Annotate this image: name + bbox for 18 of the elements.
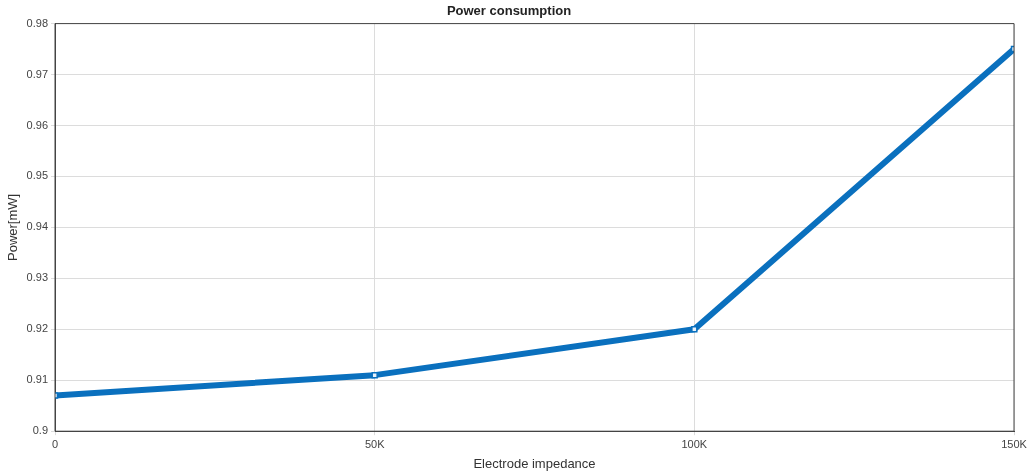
y-tick-label: 0.97 [26, 67, 49, 80]
point [691, 326, 698, 333]
y-axis-title: Power[mW] [5, 193, 21, 261]
x-tick-label: 150K [1001, 437, 1028, 450]
y-tick-label: 0.95 [26, 169, 49, 182]
x-tick-label: 50K [364, 437, 386, 450]
x-tick-label: 0 [51, 437, 59, 450]
y-tick-label: 0.93 [26, 271, 49, 284]
x-axis-title: Electrode impedance [473, 455, 596, 471]
y-tick-label: 0.92 [26, 322, 49, 335]
y-tick-label: 0.96 [26, 118, 49, 131]
y-tick-label: 0.94 [26, 220, 49, 233]
x-tick-label: 100K [681, 437, 708, 450]
chart-title: Power consumption [446, 3, 572, 19]
y-tick-label: 0.9 [32, 424, 49, 437]
y-tick-label: 0.98 [26, 16, 49, 29]
y-tick-label: 0.91 [26, 373, 49, 386]
point [371, 371, 378, 379]
